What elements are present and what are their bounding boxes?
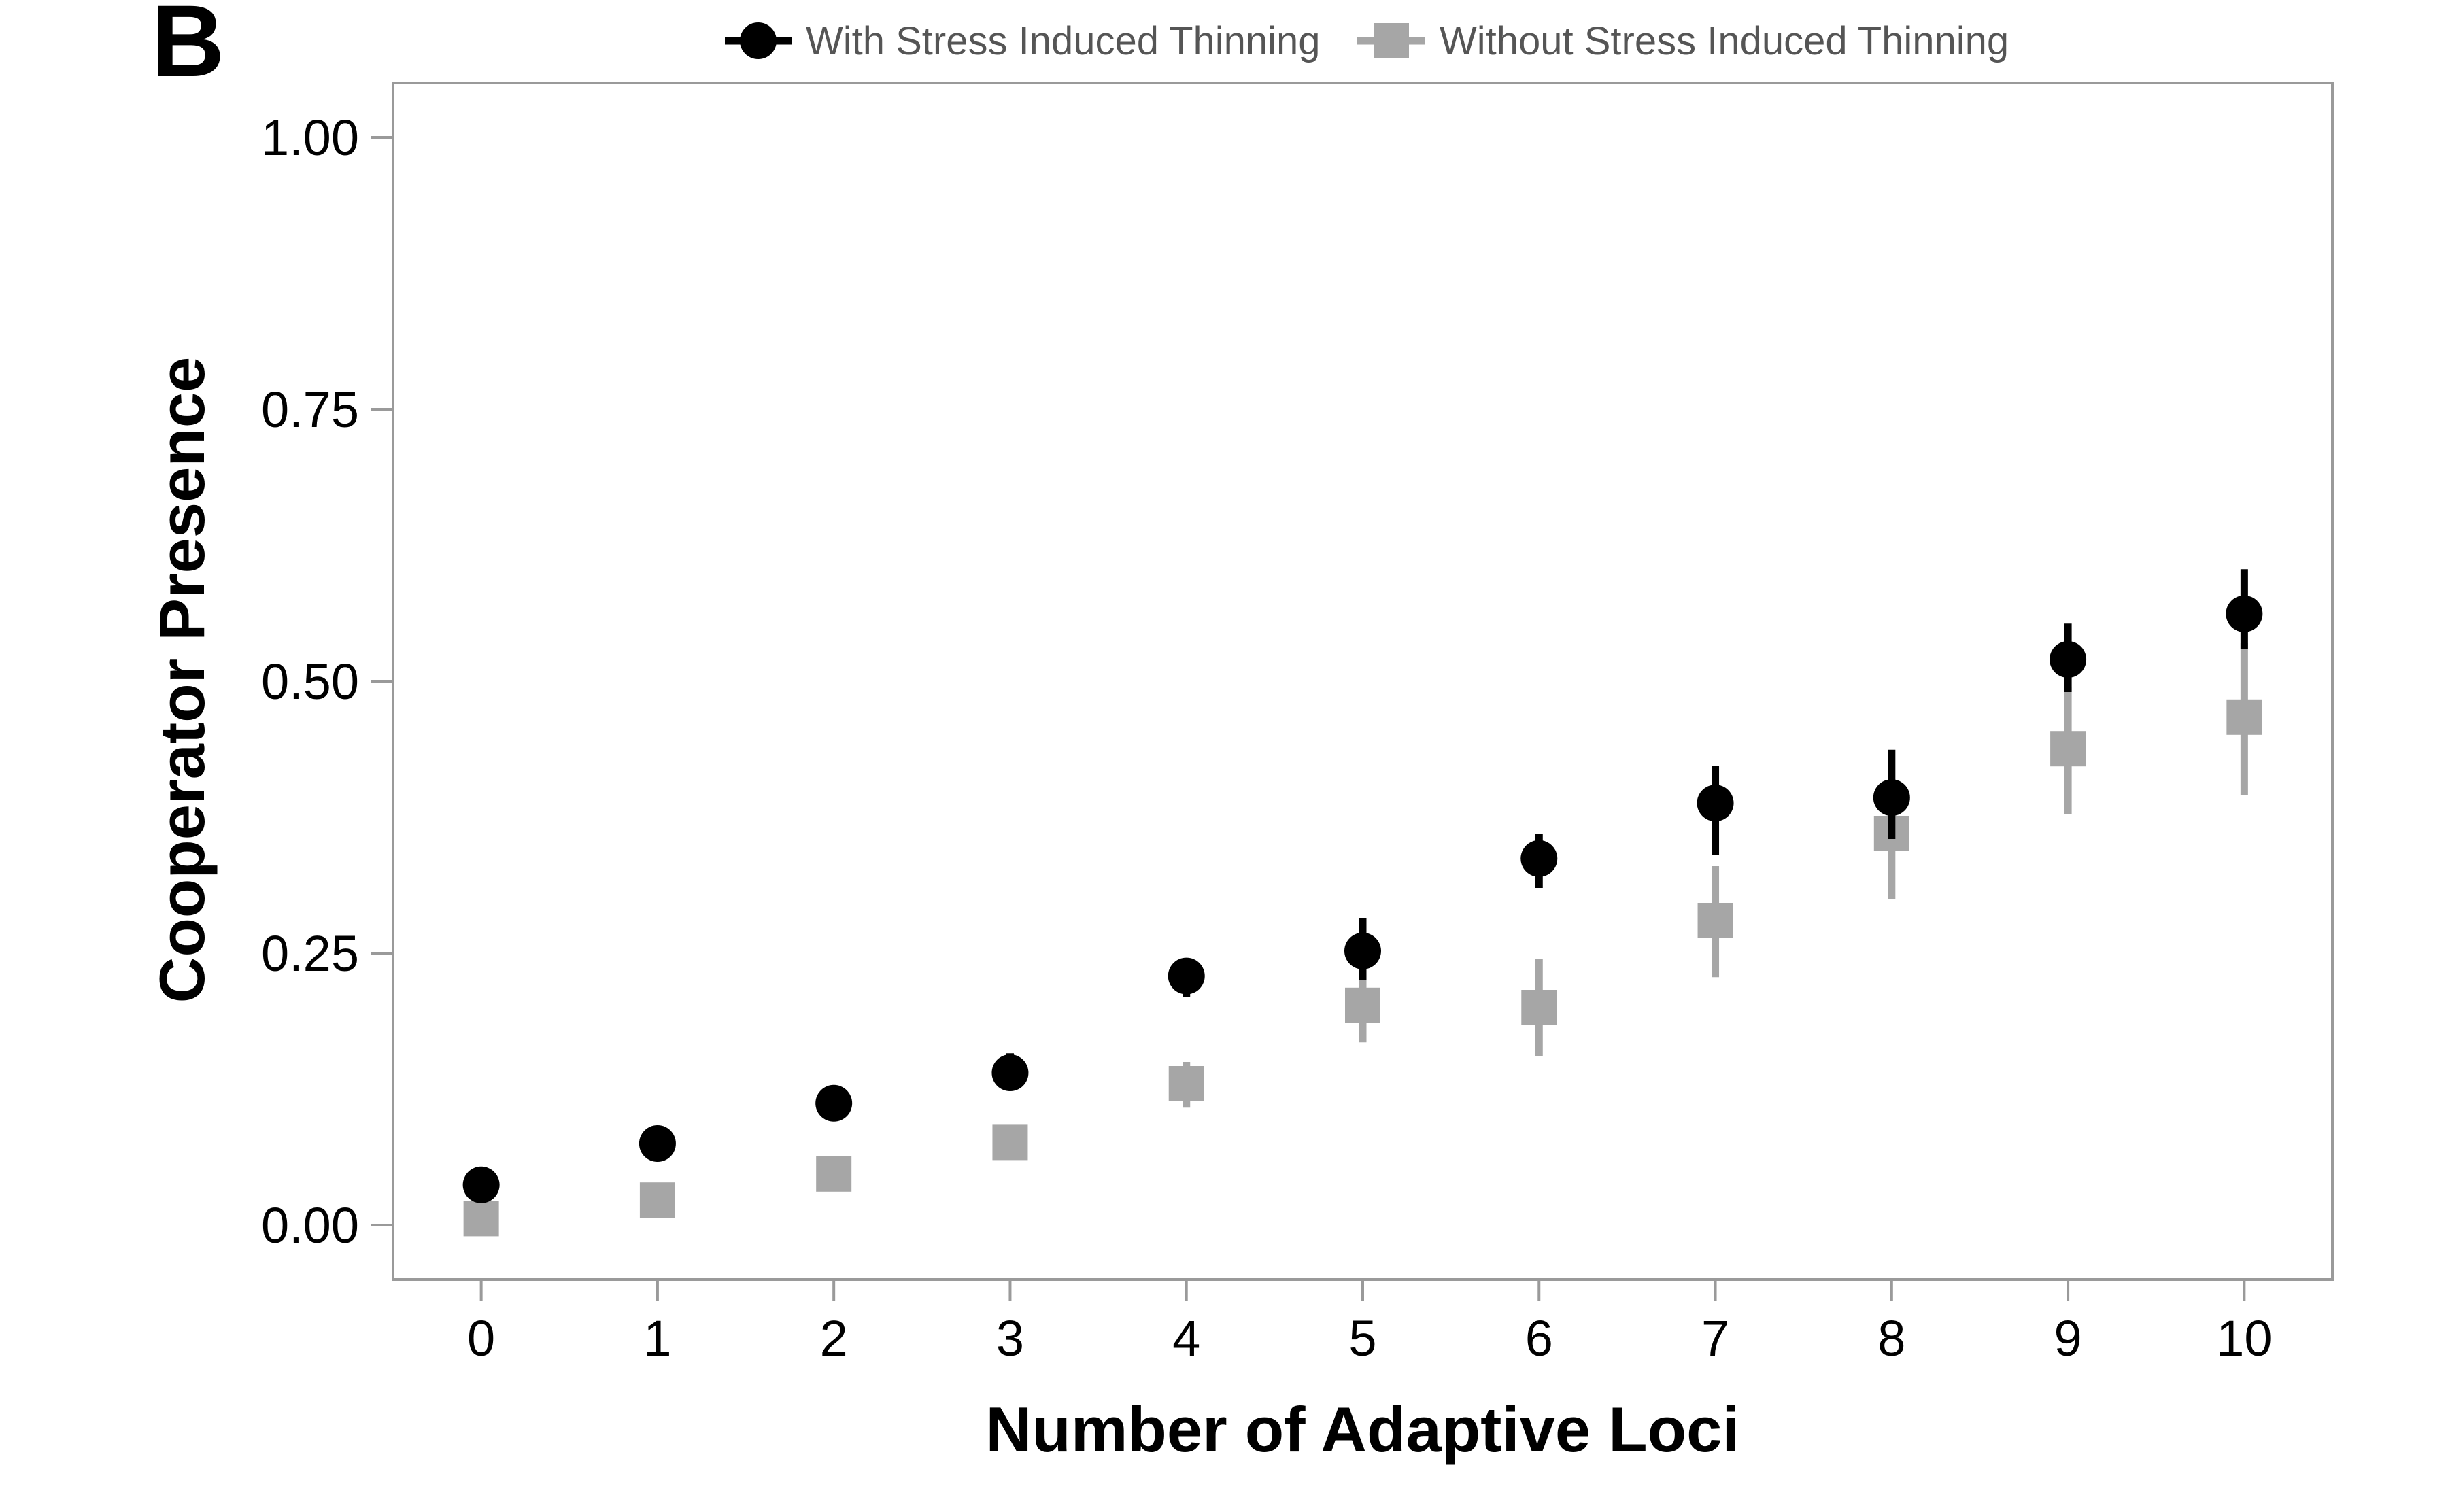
x-tick-label: 9 [2054, 1310, 2082, 1367]
data-point-square [463, 1201, 499, 1237]
y-tick-label: 0.75 [261, 381, 359, 438]
y-tick-label: 0.50 [261, 653, 359, 710]
panel-label: B [151, 0, 224, 98]
data-point-square [1697, 903, 1733, 938]
series-layer [462, 569, 2263, 1237]
y-axis-label: Cooperator Presence [146, 357, 218, 1003]
x-tick-label: 10 [2216, 1310, 2272, 1367]
x-tick-label: 2 [820, 1310, 848, 1367]
data-point-circle [1873, 779, 1910, 817]
y-tick-label: 1.00 [261, 109, 359, 166]
x-axis: 0 1 2 3 4 5 6 7 8 9 10 [467, 1279, 2273, 1367]
x-tick-label: 0 [467, 1310, 495, 1367]
y-tick-label: 0.25 [261, 925, 359, 982]
x-tick-label: 8 [1877, 1310, 1905, 1367]
data-point-circle [2050, 641, 2087, 678]
data-point-circle [1168, 957, 1205, 995]
series-with-stress-thinning [462, 569, 2263, 1203]
data-point-circle [1344, 932, 1381, 969]
x-tick-label: 1 [643, 1310, 671, 1367]
y-axis: 0.00 0.25 0.50 0.75 1.00 [261, 109, 393, 1254]
legend-without-label: Without Stress Induced Thinning [1440, 19, 2009, 63]
legend-with-label: With Stress Induced Thinning [806, 19, 1321, 63]
legend-item-with: With Stress Induced Thinning [725, 19, 1321, 63]
data-point-circle [2226, 595, 2263, 632]
y-tick-label: 0.00 [261, 1197, 359, 1254]
data-point-circle [815, 1084, 853, 1122]
legend: With Stress Induced Thinning Without Str… [725, 19, 2009, 63]
data-point-square [1521, 990, 1557, 1025]
legend-item-without: Without Stress Induced Thinning [1357, 19, 2009, 63]
data-point-square [816, 1156, 852, 1192]
legend-with-circle-icon [740, 22, 777, 59]
data-point-square [992, 1124, 1028, 1161]
x-axis-label: Number of Adaptive Loci [986, 1394, 1740, 1465]
x-tick-label: 3 [996, 1310, 1024, 1367]
data-point-square [639, 1182, 675, 1218]
data-point-circle [1520, 840, 1558, 877]
data-point-square [1168, 1066, 1204, 1101]
data-point-square [2050, 731, 2086, 767]
x-tick-label: 7 [1701, 1310, 1729, 1367]
data-point-square [1345, 987, 1380, 1023]
x-tick-label: 6 [1525, 1310, 1553, 1367]
data-point-circle [991, 1054, 1029, 1091]
data-point-circle [462, 1166, 500, 1203]
data-point-circle [639, 1125, 676, 1162]
data-point-circle [1697, 785, 1734, 822]
legend-without-square-icon [1374, 23, 1409, 58]
plot-frame [392, 82, 2334, 1281]
x-tick-label: 4 [1172, 1310, 1200, 1367]
x-tick-label: 5 [1348, 1310, 1376, 1367]
data-point-square [2226, 699, 2262, 735]
